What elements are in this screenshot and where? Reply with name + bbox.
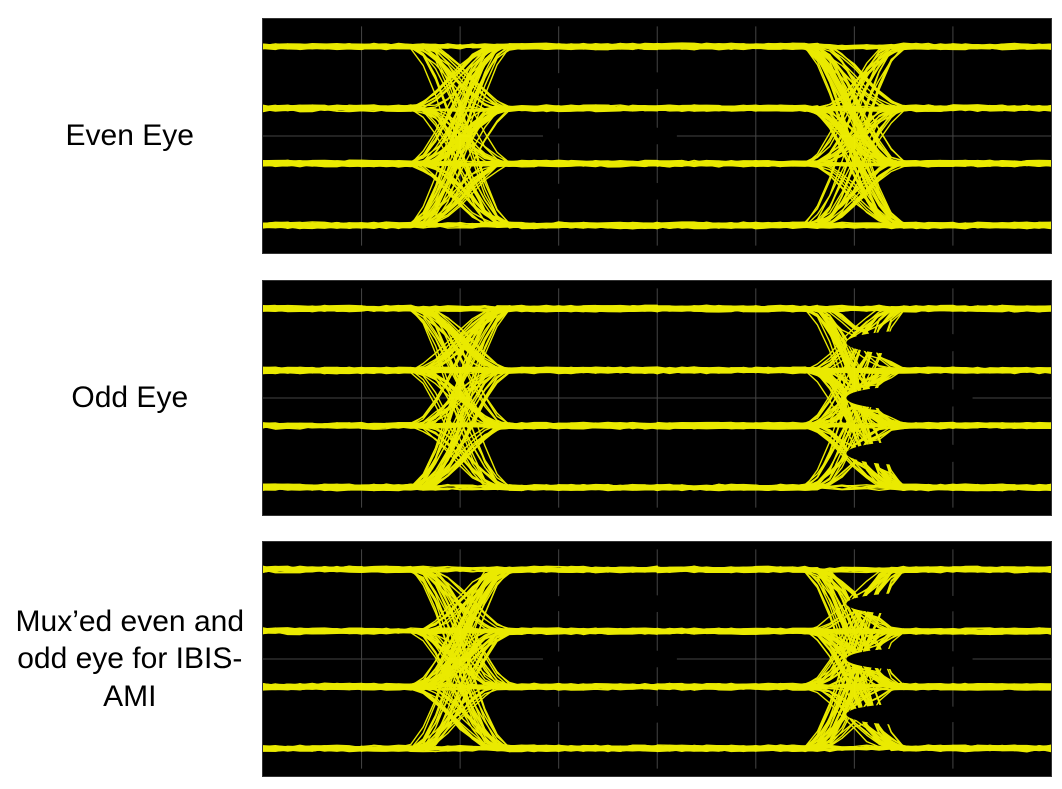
row-even-eye: Even Eye [10, 18, 1052, 254]
label-muxed-eye: Mux’ed even and odd eye for IBIS-AMI [10, 603, 250, 716]
eye-diagram-odd [262, 280, 1052, 516]
eye-diagram-even [262, 18, 1052, 254]
eye-diagram-muxed [262, 541, 1052, 777]
row-odd-eye: Odd Eye [10, 280, 1052, 516]
label-odd-eye: Odd Eye [10, 379, 250, 417]
label-even-eye: Even Eye [10, 117, 250, 155]
row-muxed-eye: Mux’ed even and odd eye for IBIS-AMI [10, 541, 1052, 777]
